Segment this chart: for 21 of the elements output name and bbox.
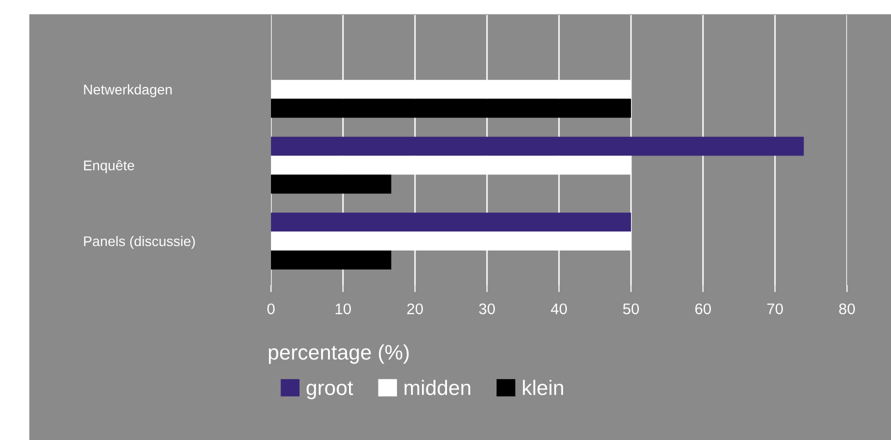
legend-label: klein: [522, 380, 564, 396]
bar: [271, 136, 804, 156]
x-axis-title: percentage (%): [268, 344, 409, 364]
y-tick-label: Enquête: [84, 160, 134, 174]
legend-label: groot: [306, 381, 354, 400]
bar: [271, 250, 392, 270]
y-tick-label: Netwerkdagen: [84, 84, 172, 98]
bar: [271, 98, 631, 118]
x-tick-label: 50: [623, 303, 639, 314]
x-tick-label: 40: [550, 303, 567, 314]
x-tick-label: 60: [695, 303, 711, 314]
bar: [271, 212, 631, 232]
legend-label: midden: [404, 380, 470, 396]
x-tick-label: 10: [336, 303, 351, 314]
bar: [271, 174, 392, 194]
x-tick-label: 30: [479, 303, 495, 314]
x-tick-label: 70: [767, 303, 783, 314]
x-tick-label: 80: [839, 303, 855, 314]
x-tick-label: 0: [267, 303, 275, 314]
x-tick-label: 20: [407, 303, 423, 314]
y-tick-label: Panels (discussie): [84, 236, 195, 249]
